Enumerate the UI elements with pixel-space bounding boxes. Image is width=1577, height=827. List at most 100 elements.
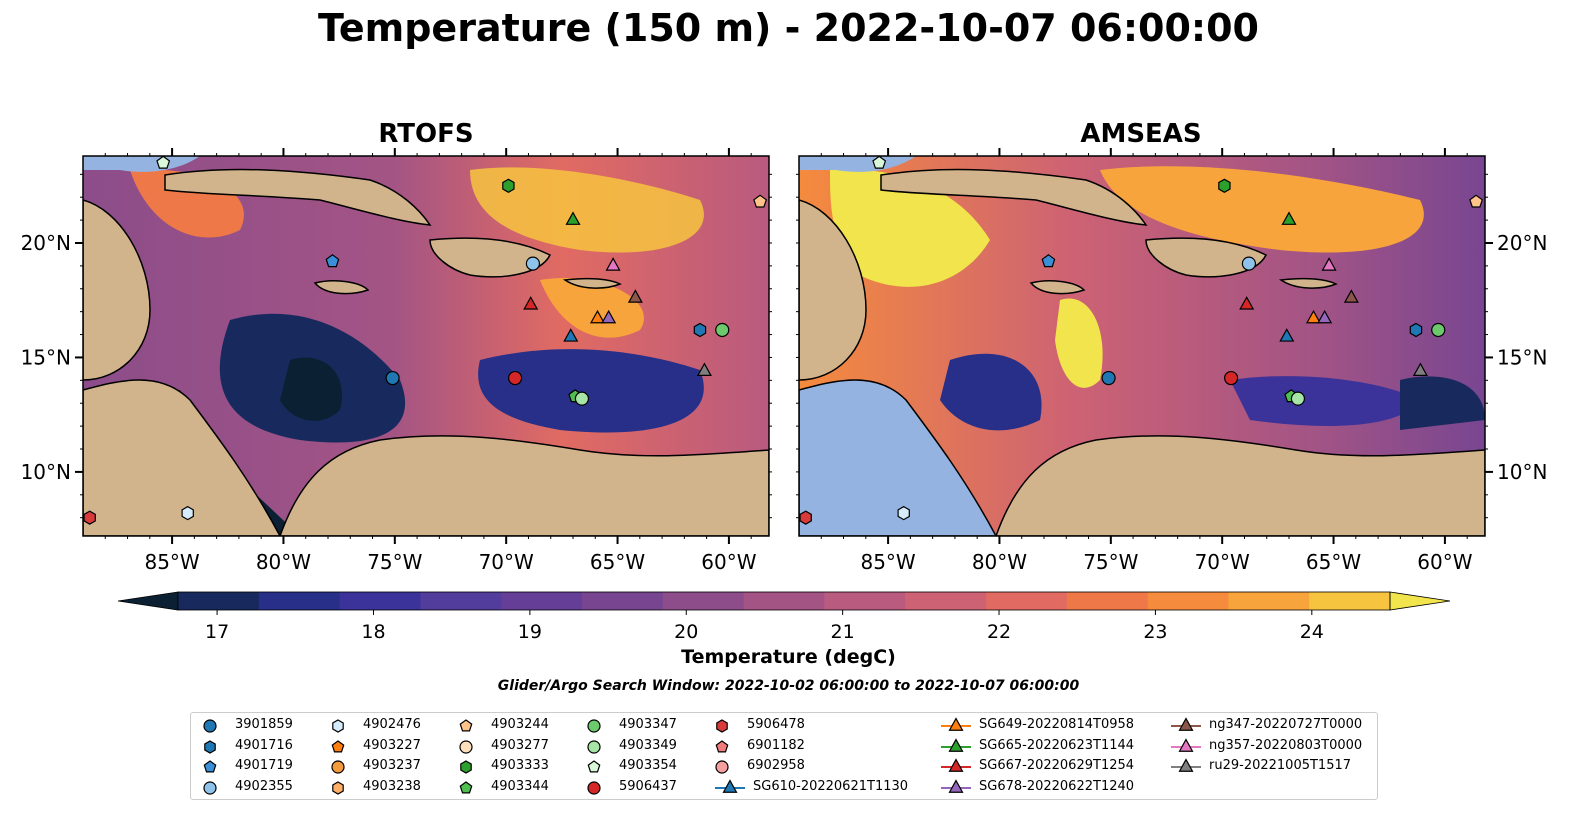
legend-marker: [941, 758, 971, 772]
lon-tick-label: 75°W: [367, 550, 422, 574]
warm-patch: [830, 169, 990, 287]
panel-title-amseas: AMSEAS: [1080, 119, 1202, 149]
legend-label: 4903344: [491, 778, 549, 794]
colorbar-segment: [501, 592, 583, 610]
legend-marker: [1171, 717, 1201, 731]
lat-tick-label: 20°N: [21, 231, 71, 255]
colorbar-segment: [1309, 592, 1391, 610]
colorbar-segment: [986, 592, 1068, 610]
legend-label: 5906478: [747, 717, 805, 732]
legend-marker-shape: [1178, 737, 1194, 752]
lon-tick-label: 85°W: [860, 550, 915, 574]
legend-marker-shape: [587, 719, 601, 733]
platform-marker-5906478: [799, 510, 812, 525]
lon-tick-label: 75°W: [1083, 550, 1138, 574]
platform-marker-4903354: [156, 155, 171, 169]
colorbar-tick-label: 20: [674, 621, 698, 643]
legend-marker-shape: [587, 780, 601, 795]
legend-marker-shape: [331, 760, 345, 774]
land: [83, 199, 151, 381]
legend-marker-shape: [1178, 717, 1194, 731]
legend-marker: [203, 780, 217, 795]
colorbar-segment: [339, 592, 421, 610]
platform-marker-4902355: [525, 256, 541, 271]
colorbar-segment: [905, 592, 987, 610]
lat-tick-label: 15°N: [21, 345, 71, 369]
lon-tick-label: 60°W: [701, 550, 756, 574]
platform-marker-4903333: [502, 178, 515, 193]
rtofs-map-panel: [83, 156, 769, 536]
legend-marker: [204, 739, 216, 754]
legend-label: 4903227: [363, 737, 421, 753]
legend-marker-shape: [948, 758, 964, 772]
legend-label: 4903277: [491, 737, 549, 753]
legend-marker-shape: [948, 778, 964, 793]
platform-marker-5906478: [83, 510, 96, 525]
legend-marker-shape: [715, 739, 729, 752]
platform-marker-4903333: [1218, 178, 1231, 193]
lon-tick-label: 65°W: [590, 550, 645, 574]
platform-marker-4903349: [1290, 391, 1306, 406]
platform-marker-sg678-20220622t1240: [1317, 309, 1333, 324]
platform-marker-sg667-20220629t1254: [523, 296, 539, 310]
lon-tick-label: 60°W: [1417, 550, 1472, 574]
legend-label: SG665-20220623T1144: [979, 737, 1135, 753]
colorbar-arrow-high: [1389, 591, 1451, 611]
platform-marker-5906437: [507, 370, 523, 386]
warm-patch: [540, 278, 644, 338]
legend-marker-shape: [332, 780, 344, 795]
platform-marker-ng357-20220803t0000: [605, 257, 621, 271]
lat-tick-label: 15°N: [1497, 345, 1547, 369]
platform-marker-ng357-20220803t0000: [1321, 257, 1337, 271]
legend-marker: [941, 778, 971, 793]
platform-marker-ru29-20221005t1517: [696, 362, 712, 377]
platform-markers: [83, 155, 1484, 525]
colorbar-arrow-low: [117, 591, 179, 611]
legend-marker-shape: [948, 717, 964, 731]
legend-marker-shape: [203, 760, 217, 773]
legend-marker: [587, 780, 601, 795]
legend-marker: [332, 780, 344, 795]
colorbar-tick-label: 18: [361, 621, 385, 643]
legend-marker: [715, 778, 745, 793]
platform-marker-3901859: [1101, 370, 1116, 386]
legend-marker: [715, 760, 729, 774]
platform-marker-4902355: [1241, 256, 1257, 271]
lat-tick-label: 20°N: [1497, 231, 1547, 255]
legend-marker: [715, 739, 729, 752]
legend-label: 4901716: [235, 737, 293, 753]
legend-marker: [459, 739, 473, 754]
legend-marker: [941, 717, 971, 731]
colorbar-tick-label: 23: [1143, 621, 1167, 643]
colorbar-segment: [662, 592, 745, 610]
colorbar-tick-label: 17: [205, 621, 229, 643]
legend-label: 4903354: [619, 758, 677, 773]
legend-label: 4903244: [491, 717, 549, 732]
cold-pool: [1230, 376, 1420, 426]
cold-pool: [1400, 376, 1485, 430]
legend-marker: [587, 760, 601, 773]
land: [995, 435, 1485, 536]
lon-tick-label: 80°W: [972, 550, 1027, 574]
platform-marker-ng347-20220727t0000: [1343, 289, 1359, 303]
gulf-shelf: [83, 156, 200, 172]
legend-marker-shape: [587, 760, 601, 773]
platform-marker-4903349: [574, 391, 590, 406]
lat-tick-label: 10°N: [1497, 460, 1547, 484]
cuba: [164, 168, 432, 226]
legend-marker: [1171, 758, 1201, 772]
legend-marker: [1171, 737, 1201, 752]
legend-label: SG649-20220814T0958: [979, 717, 1135, 732]
legend-marker: [332, 719, 344, 733]
warm-patch: [1100, 166, 1424, 253]
axis-ticks: 85°W 80°W 75°W 70°W 65°W 60°W 20°N 15°N 10°N 85°W…: [21, 148, 1547, 574]
colorbar-frame: [177, 591, 1391, 611]
legend-marker-shape: [204, 739, 216, 754]
legend-marker-shape: [331, 739, 345, 752]
legend-marker-shape: [459, 780, 473, 793]
platform-marker-4901719: [1041, 254, 1056, 268]
legend: 3901859 4901716 4901719 4902355 4902476 49032…: [190, 712, 1378, 800]
legend-label: 4903237: [363, 758, 421, 773]
legend-marker-shape: [716, 719, 728, 733]
